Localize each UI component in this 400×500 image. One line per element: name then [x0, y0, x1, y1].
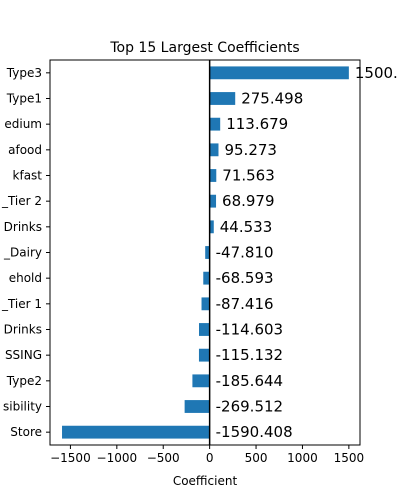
x-axis-label: Coefficient [173, 474, 238, 488]
bar [205, 246, 210, 259]
y-tick-label: afood [8, 143, 42, 157]
bar [62, 425, 210, 439]
x-tick-label: −1000 [97, 451, 138, 465]
x-tick-label: −1500 [50, 451, 91, 465]
y-tick-label: Drinks [4, 220, 42, 234]
x-tick-label: 1000 [287, 451, 318, 465]
data-label: -47.810 [216, 244, 274, 262]
data-label: -269.512 [216, 398, 283, 416]
y-tick-label: _Tier 2 [1, 194, 42, 208]
x-tick-label: 0 [206, 451, 214, 465]
data-label: -68.593 [216, 269, 274, 287]
bar [192, 374, 210, 388]
bar [198, 348, 210, 362]
data-label: 113.679 [226, 115, 288, 133]
data-label: -185.644 [216, 372, 283, 390]
data-label: 275.498 [241, 90, 303, 108]
bar [209, 92, 236, 105]
y-tick-label: sibility [3, 400, 42, 414]
y-tick-label: Store [10, 425, 42, 439]
y-tick-label: ehold [9, 271, 42, 285]
data-label: -1590.408 [216, 423, 293, 441]
y-tick-label: Drinks [4, 323, 42, 337]
y-tick-label: kfast [13, 169, 43, 183]
bar [201, 297, 210, 311]
y-tick-label: Type3 [6, 66, 42, 80]
y-tick-label: Type1 [6, 92, 42, 106]
bar [209, 220, 214, 234]
bar [209, 143, 219, 157]
data-label: 95.273 [224, 141, 277, 159]
x-tick-label: 1500 [334, 451, 365, 465]
data-labels-group: 1500. 275.498 113.679 95.273 71.563 68.979 44.… [216, 64, 398, 441]
data-label: -115.132 [216, 346, 283, 364]
x-tick-label: 500 [245, 451, 268, 465]
data-label: 68.979 [222, 192, 275, 210]
bar [199, 323, 210, 336]
bar [184, 400, 210, 413]
data-label: -87.416 [216, 295, 274, 313]
y-tick-label: edium [4, 117, 42, 131]
y-tick-label: Type2 [6, 374, 42, 388]
data-label: 1500. [355, 64, 398, 82]
y-axis-ticks: Type3 Type1 edium afood kfast _Tier 2 Drinks _D… [1, 66, 50, 439]
y-tick-label: SSING [5, 348, 42, 362]
chart-title: Top 15 Largest Coefficients [109, 40, 299, 56]
data-label: 71.563 [222, 167, 274, 185]
y-tick-label: _Dairy [3, 246, 42, 260]
data-label: 44.533 [220, 218, 273, 236]
bars-group [62, 66, 349, 439]
bar [203, 271, 210, 285]
bar [209, 194, 217, 208]
bar [209, 117, 221, 131]
x-axis-ticks: −1500 −1000 −500 0 500 1000 1500 [50, 445, 364, 465]
data-label: -114.603 [216, 321, 283, 339]
bar [209, 66, 349, 80]
x-tick-label: −500 [147, 451, 180, 465]
bar [209, 169, 217, 182]
y-tick-label: _Tier 1 [1, 297, 42, 311]
